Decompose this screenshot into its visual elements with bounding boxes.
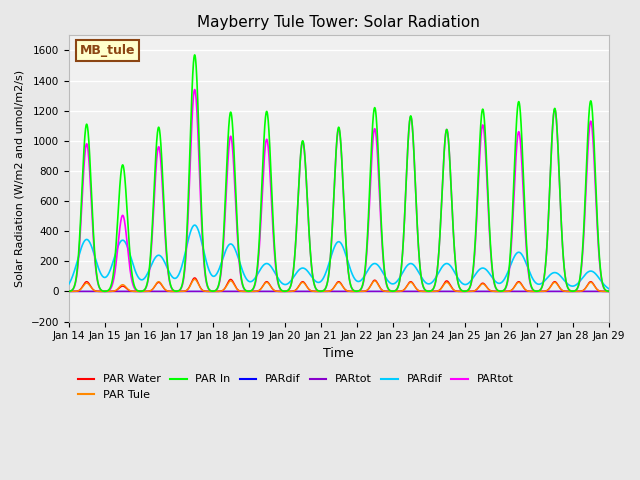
X-axis label: Time: Time <box>323 347 354 360</box>
Legend: PAR Water, PAR Tule, PAR In, PARdif, PARtot, PARdif, PARtot: PAR Water, PAR Tule, PAR In, PARdif, PAR… <box>73 370 518 405</box>
Y-axis label: Solar Radiation (W/m2 and umol/m2/s): Solar Radiation (W/m2 and umol/m2/s) <box>15 70 25 287</box>
Title: Mayberry Tule Tower: Solar Radiation: Mayberry Tule Tower: Solar Radiation <box>197 15 480 30</box>
Text: MB_tule: MB_tule <box>79 44 135 57</box>
